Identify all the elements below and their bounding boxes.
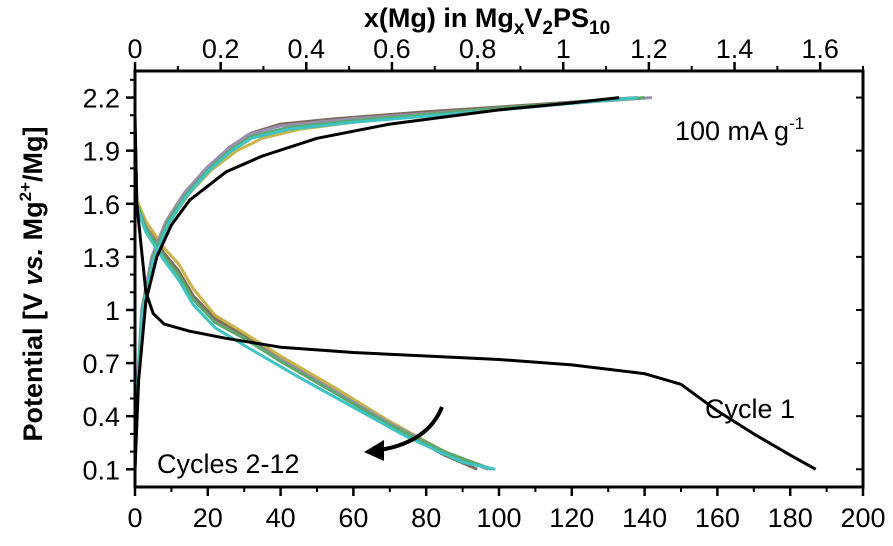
y-tick-label: 1.6 [82, 190, 120, 220]
x-tick-label: 100 [476, 503, 521, 533]
x-tick-label: 140 [622, 503, 667, 533]
series-2-discharge-line [133, 124, 485, 469]
top-tick-label: 1.2 [630, 34, 668, 64]
y-tick-label: 1 [105, 296, 120, 326]
y-tick-label: 2.2 [82, 84, 120, 114]
series-5-charge-line [133, 96, 638, 470]
top-tick-label: 1 [556, 34, 571, 64]
x-tick-label: 40 [266, 503, 296, 533]
series-2-charge-line [133, 96, 645, 466]
top-tick-label: 0.4 [288, 34, 326, 64]
tick-labels: 0 20 40 60 80 100 120 140 160 180 200 0 0.2 0.4 0.6 0.8… [82, 34, 885, 533]
top-tick-label: 0.2 [202, 34, 240, 64]
x-tick-label: 20 [193, 503, 223, 533]
series-0-discharge-line [133, 115, 817, 471]
x-tick-label: 160 [695, 503, 740, 533]
plot-frame [133, 69, 865, 489]
y-tick-label: 1.3 [82, 243, 120, 273]
y-tick-label: 0.7 [82, 349, 120, 379]
curved-arrow-head [364, 440, 384, 461]
series-5-discharge-line [133, 136, 496, 471]
y-tick-label: 1.9 [82, 137, 120, 167]
x-tick-label: 60 [338, 503, 368, 533]
y-tick-label: 0.4 [82, 402, 120, 432]
cycles-2-12-label: Cycles 2-12 [157, 449, 300, 479]
series-4-charge-line [133, 96, 645, 468]
y-axis-title: Potential [V vs. Mg2+/Mg] [16, 127, 48, 442]
top-tick-label: 0 [127, 34, 142, 64]
series-3-charge-line [133, 96, 653, 470]
series-1-charge-line [133, 96, 638, 470]
x-tick-label: 0 [127, 503, 142, 533]
top-tick-label: 0.6 [373, 34, 411, 64]
series-0-charge-line [133, 96, 620, 470]
series-4-discharge-line [133, 132, 493, 471]
x-tick-label: 180 [768, 503, 813, 533]
y-tick-label: 0.1 [82, 455, 120, 485]
top-tick-label: 0.8 [459, 34, 497, 64]
x-tick-label: 200 [840, 503, 885, 533]
top-tick-label: 1.6 [801, 34, 839, 64]
x-tick-label: 120 [549, 503, 594, 533]
cycle1-label: Cycle 1 [705, 394, 795, 424]
top-tick-label: 1.4 [716, 34, 754, 64]
x-tick-label: 80 [411, 503, 441, 533]
series-group [133, 96, 817, 471]
top-axis-title: x(Mg) in MgxV2PS10 [364, 3, 610, 39]
curved-arrow [379, 406, 444, 452]
series-1-discharge-line [133, 124, 478, 471]
rate-label: 100 mA g-1 [675, 114, 804, 146]
